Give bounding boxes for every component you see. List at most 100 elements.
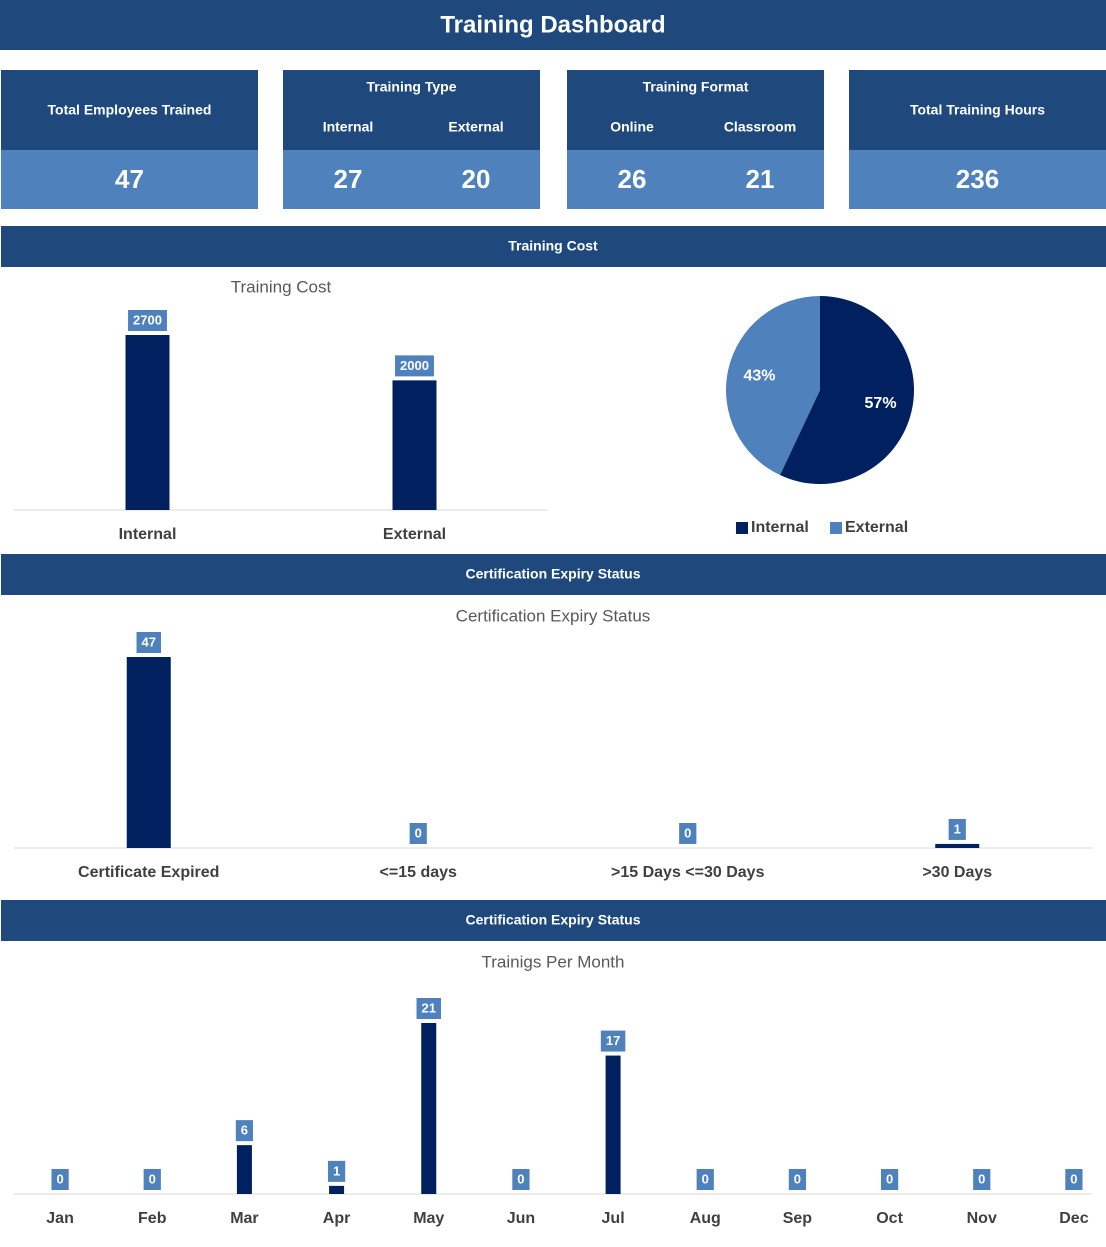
data-label: 47 bbox=[142, 634, 156, 649]
data-label: 2000 bbox=[400, 358, 429, 373]
bar bbox=[392, 380, 437, 510]
chart-title: Trainigs Per Month bbox=[482, 952, 625, 971]
kpi-label: Internal bbox=[323, 119, 374, 135]
kpi-title: Training Type bbox=[367, 79, 457, 95]
kpi-card-top bbox=[1, 70, 258, 150]
data-label: 17 bbox=[606, 1033, 620, 1048]
x-tick-label: Apr bbox=[323, 1210, 351, 1227]
data-label-box bbox=[679, 823, 697, 844]
data-label: 1 bbox=[954, 821, 961, 836]
x-tick-label: Aug bbox=[690, 1210, 721, 1227]
bar bbox=[329, 1185, 345, 1194]
legend-label: Internal bbox=[751, 519, 809, 536]
kpi-title: Total Training Hours bbox=[910, 102, 1045, 118]
x-tick-label: Dec bbox=[1059, 1210, 1088, 1227]
x-tick-label: Sep bbox=[783, 1210, 813, 1227]
data-label: 1 bbox=[333, 1163, 340, 1178]
data-label: 0 bbox=[1070, 1171, 1077, 1186]
chart-title: Certification Expiry Status bbox=[456, 606, 651, 625]
data-label: 0 bbox=[978, 1171, 985, 1186]
pie-label: 57% bbox=[865, 395, 897, 412]
legend-label: External bbox=[845, 519, 908, 536]
header-bar bbox=[0, 0, 1106, 50]
bar bbox=[421, 1023, 437, 1194]
data-label: 2700 bbox=[133, 312, 162, 327]
x-tick-label: May bbox=[413, 1210, 444, 1227]
section-bar bbox=[1, 900, 1106, 941]
kpi-card-bottom bbox=[567, 150, 824, 209]
data-label-box bbox=[600, 1030, 626, 1052]
section-title: Training Cost bbox=[508, 238, 598, 254]
kpi-value: 236 bbox=[956, 164, 999, 194]
kpi-label: External bbox=[448, 119, 503, 135]
data-label-box bbox=[1065, 1169, 1083, 1190]
data-label-box bbox=[395, 355, 434, 377]
data-label-box bbox=[512, 1169, 530, 1190]
kpi-value: 20 bbox=[462, 164, 491, 194]
x-tick-label: Nov bbox=[967, 1210, 997, 1227]
data-label-box bbox=[128, 310, 167, 331]
kpi-card-bottom bbox=[1, 150, 258, 209]
x-tick-label: Certificate Expired bbox=[78, 864, 219, 881]
bar bbox=[935, 843, 980, 848]
x-tick-label: >15 Days <=30 Days bbox=[611, 864, 765, 881]
bar bbox=[126, 657, 171, 848]
data-label-box bbox=[416, 998, 441, 1019]
kpi-value: 47 bbox=[115, 164, 144, 194]
kpi-label: Online bbox=[610, 119, 654, 135]
kpi-label: Classroom bbox=[724, 119, 796, 135]
data-label-box bbox=[409, 823, 427, 844]
pie-slice bbox=[725, 295, 820, 476]
data-label: 0 bbox=[684, 825, 691, 840]
data-label: 0 bbox=[886, 1171, 893, 1186]
legend-swatch bbox=[830, 522, 842, 534]
kpi-value: 26 bbox=[618, 164, 647, 194]
x-tick-label: Jun bbox=[507, 1210, 535, 1227]
data-label-box bbox=[143, 1169, 161, 1190]
pie-slice bbox=[779, 296, 914, 484]
x-tick-label: Internal bbox=[119, 526, 177, 543]
section-title: Certification Expiry Status bbox=[465, 566, 640, 582]
kpi-title: Total Employees Trained bbox=[48, 102, 212, 118]
data-label: 0 bbox=[56, 1171, 63, 1186]
data-label-box bbox=[696, 1169, 714, 1190]
x-tick-label: Jul bbox=[602, 1210, 625, 1227]
data-label-box bbox=[136, 632, 161, 653]
kpi-title: Training Format bbox=[643, 79, 749, 95]
data-label-box bbox=[788, 1169, 807, 1190]
chart-title: Training Cost bbox=[231, 277, 332, 296]
data-label-box bbox=[948, 818, 966, 840]
pie-label: 43% bbox=[743, 368, 775, 385]
x-tick-label: Mar bbox=[230, 1210, 258, 1227]
data-label: 0 bbox=[702, 1171, 709, 1186]
x-tick-label: >30 Days bbox=[922, 864, 992, 881]
x-tick-label: Jan bbox=[46, 1210, 74, 1227]
kpi-card-top bbox=[283, 70, 540, 150]
x-tick-label: Oct bbox=[876, 1210, 903, 1227]
kpi-card-bottom bbox=[849, 150, 1106, 209]
x-tick-label: External bbox=[383, 526, 446, 543]
data-label-box bbox=[880, 1169, 899, 1190]
data-label: 21 bbox=[422, 1000, 436, 1015]
kpi-value: 21 bbox=[746, 164, 775, 194]
bar bbox=[125, 335, 170, 510]
kpi-value: 27 bbox=[334, 164, 363, 194]
data-label: 0 bbox=[149, 1171, 156, 1186]
data-label: 0 bbox=[794, 1171, 801, 1186]
legend-swatch bbox=[736, 522, 748, 534]
kpi-card-bottom bbox=[283, 150, 540, 209]
section-bar bbox=[1, 226, 1106, 267]
bar bbox=[236, 1145, 252, 1194]
x-tick-label: <=15 days bbox=[380, 864, 458, 881]
bar bbox=[605, 1055, 621, 1194]
data-label-box bbox=[51, 1169, 69, 1190]
kpi-card-top bbox=[849, 70, 1106, 150]
data-label: 0 bbox=[517, 1171, 524, 1186]
section-title: Certification Expiry Status bbox=[465, 912, 640, 928]
data-label-box bbox=[327, 1160, 346, 1182]
data-label-box bbox=[235, 1120, 254, 1142]
section-bar bbox=[1, 554, 1106, 595]
x-tick-label: Feb bbox=[138, 1210, 167, 1227]
dashboard-title: Training Dashboard bbox=[440, 11, 665, 38]
